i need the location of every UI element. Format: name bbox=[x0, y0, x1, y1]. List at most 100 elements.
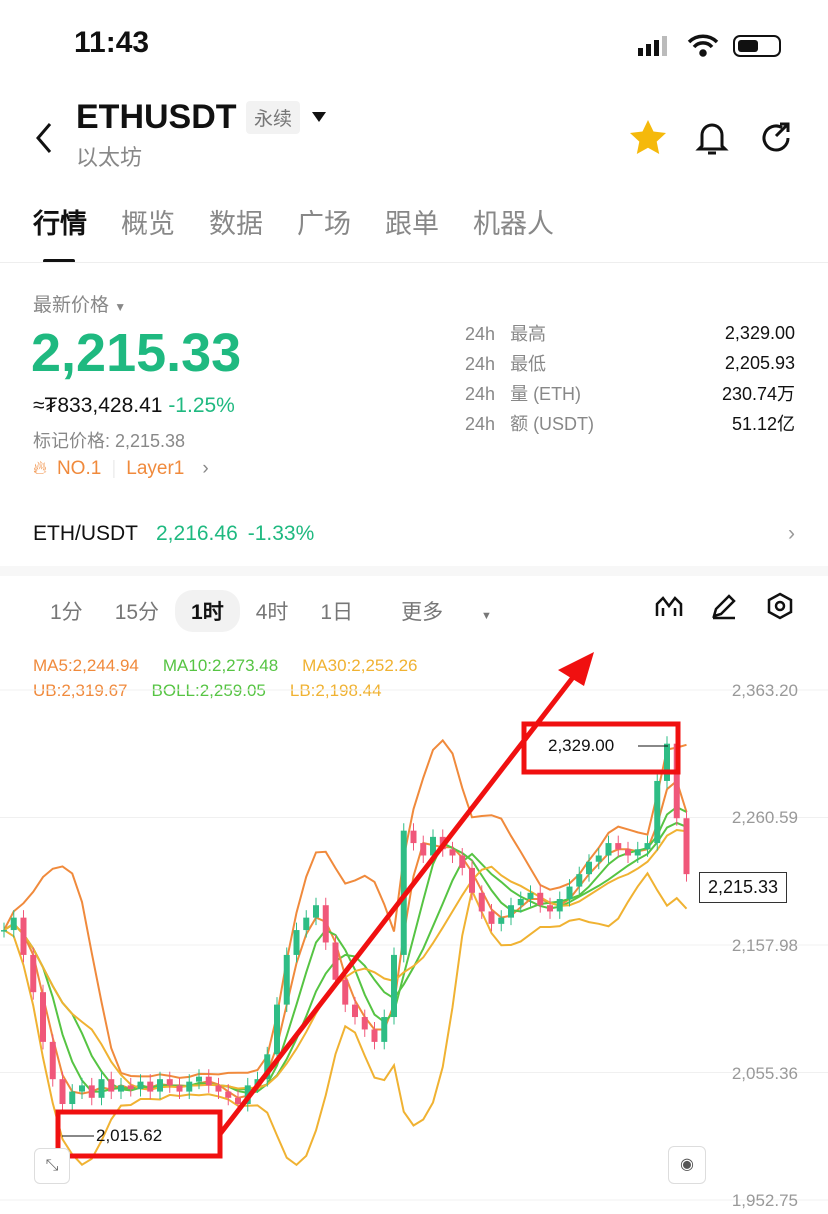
spot-price: 2,216.46 bbox=[156, 522, 238, 545]
rank-tag[interactable]: NO.1 bbox=[56, 458, 102, 479]
symbol-dropdown-icon[interactable] bbox=[310, 110, 328, 124]
candle-body bbox=[459, 855, 466, 868]
stat-turnover: 24h 额 (USDT) 51.12亿 bbox=[465, 408, 795, 438]
high-label: 2,329.00 bbox=[548, 736, 615, 755]
candle-body bbox=[225, 1091, 232, 1098]
candle-body bbox=[118, 1085, 124, 1092]
draw-pencil-icon[interactable] bbox=[710, 592, 738, 620]
stats-24h: 24h 最高 2,329.00 24h 最低 2,205.93 24h 量 (ETH… bbox=[465, 318, 795, 438]
status-icons bbox=[638, 34, 781, 57]
tab-overview[interactable]: 概览 bbox=[121, 209, 175, 239]
indicator-icon[interactable] bbox=[654, 592, 684, 620]
candle-body bbox=[547, 905, 553, 912]
section-gap bbox=[0, 566, 828, 576]
caret-down-icon: ▼ bbox=[480, 610, 492, 622]
candle-body bbox=[342, 979, 349, 1005]
candle-body bbox=[166, 1079, 173, 1086]
spot-change: -1.33% bbox=[247, 522, 315, 545]
spot-link[interactable]: ETH/USDT 2,216.46 -1.33% › bbox=[33, 522, 795, 546]
candle-body bbox=[30, 954, 37, 993]
candle-body bbox=[478, 892, 485, 912]
flame-icon: 🔥︎ bbox=[33, 458, 47, 479]
candle-body bbox=[127, 1085, 134, 1090]
share-icon[interactable] bbox=[758, 120, 794, 156]
interval-1m[interactable]: 1分 bbox=[50, 601, 83, 624]
stat-period: 24h bbox=[465, 414, 496, 434]
candle-body bbox=[634, 849, 641, 856]
price-change: -1.25% bbox=[168, 394, 235, 417]
candle-body bbox=[215, 1085, 222, 1092]
interval-4h[interactable]: 4时 bbox=[255, 601, 289, 624]
tab-square[interactable]: 广场 bbox=[297, 209, 351, 239]
chevron-right-icon: › bbox=[788, 522, 795, 545]
ma5-value: MA5:2,244.94 bbox=[33, 656, 139, 675]
candle-body bbox=[508, 905, 514, 918]
interval-1d[interactable]: 1日 bbox=[320, 601, 354, 624]
stat-volume: 24h 量 (ETH) 230.74万 bbox=[465, 378, 795, 408]
battery-icon bbox=[733, 35, 781, 57]
candle-body bbox=[332, 942, 339, 980]
candle-body bbox=[381, 1017, 388, 1042]
stat-period: 24h bbox=[465, 324, 496, 344]
candle-body bbox=[59, 1079, 66, 1105]
candle-body bbox=[595, 855, 602, 862]
candle-body bbox=[293, 930, 300, 955]
interval-1h[interactable]: 1时 bbox=[175, 590, 240, 632]
expand-icon[interactable]: ⤡ bbox=[34, 1148, 70, 1184]
candle-body bbox=[420, 843, 427, 856]
candle-body bbox=[556, 898, 563, 912]
wifi-icon bbox=[687, 34, 719, 57]
boll-lower-line bbox=[3, 871, 688, 1167]
sector-tag[interactable]: Layer1 bbox=[126, 458, 185, 479]
candle-body bbox=[352, 1004, 358, 1018]
candle-body bbox=[391, 954, 397, 1018]
stat-low: 24h 最低 2,205.93 bbox=[465, 348, 795, 378]
candle-body bbox=[10, 917, 17, 931]
candle-body bbox=[264, 1054, 271, 1080]
tab-data[interactable]: 数据 bbox=[209, 209, 263, 239]
candle-body bbox=[108, 1079, 115, 1092]
current-price-tag: 2,215.33 bbox=[699, 872, 788, 903]
candle-body bbox=[235, 1097, 241, 1105]
stat-value: 2,329.00 bbox=[724, 322, 795, 343]
candle-body bbox=[605, 843, 612, 856]
price-type-selector[interactable]: 最新价格 ▼ bbox=[33, 290, 126, 317]
signal-icon bbox=[638, 36, 667, 56]
eye-icon[interactable]: ◉ bbox=[668, 1146, 706, 1184]
tab-copy-trade[interactable]: 跟单 bbox=[385, 209, 439, 239]
y-tick: 2,157.98 bbox=[731, 936, 798, 955]
tab-bot[interactable]: 机器人 bbox=[473, 209, 554, 239]
candle-body bbox=[322, 905, 329, 943]
candle-body bbox=[430, 836, 436, 856]
candle-body bbox=[449, 849, 456, 856]
candle-body bbox=[20, 917, 27, 955]
candle-body bbox=[469, 867, 475, 893]
candle-body bbox=[498, 917, 505, 924]
stat-label: 额 (USDT) bbox=[510, 414, 595, 434]
candle-body bbox=[566, 886, 573, 899]
y-tick: 1,952.75 bbox=[731, 1191, 798, 1210]
candle-body bbox=[615, 843, 622, 850]
candlestick-chart[interactable] bbox=[0, 640, 828, 1214]
candle-body bbox=[79, 1085, 85, 1092]
settings-icon[interactable] bbox=[766, 592, 794, 620]
chevron-right-icon[interactable]: › bbox=[202, 458, 209, 479]
candle-body bbox=[361, 1017, 368, 1030]
interval-15m[interactable]: 15分 bbox=[114, 601, 160, 624]
status-time: 11:43 bbox=[74, 26, 150, 59]
symbol-title[interactable]: ETHUSDT bbox=[76, 98, 237, 136]
bell-icon[interactable] bbox=[694, 118, 730, 158]
stat-value: 51.12亿 bbox=[731, 414, 795, 434]
candle-body bbox=[69, 1091, 76, 1105]
main-tabs: 行情 概览 数据 广场 跟单 机器人 bbox=[33, 202, 554, 263]
back-icon[interactable] bbox=[32, 120, 56, 156]
boll-mid-line bbox=[3, 821, 687, 1092]
tab-market[interactable]: 行情 bbox=[33, 202, 87, 263]
ma30-value: MA30:2,252.26 bbox=[302, 656, 418, 675]
candle-body bbox=[683, 818, 690, 875]
candle-body bbox=[537, 892, 544, 906]
candle-body bbox=[40, 992, 46, 1042]
interval-more[interactable]: 更多 ▼ bbox=[369, 590, 524, 632]
candle-body bbox=[527, 892, 534, 899]
star-icon[interactable] bbox=[628, 118, 668, 156]
